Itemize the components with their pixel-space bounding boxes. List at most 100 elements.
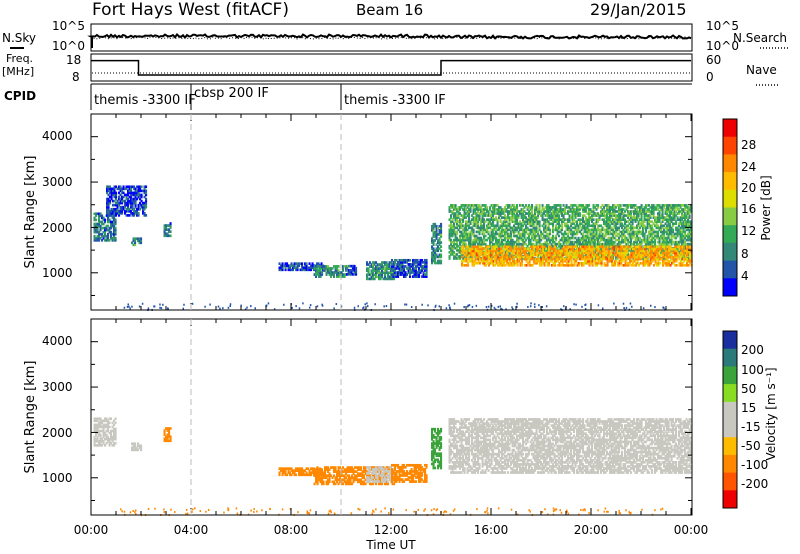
data-cell [432, 243, 435, 246]
data-cell [485, 257, 488, 261]
data-cell [559, 210, 562, 213]
data-cell [468, 208, 471, 211]
data-cell [134, 237, 137, 241]
data-cell [475, 212, 478, 215]
data-cell [450, 232, 453, 236]
data-cell [142, 209, 145, 213]
data-cell [450, 253, 453, 256]
data-cell [618, 208, 621, 211]
data-cell [575, 253, 578, 257]
data-cell [617, 253, 620, 257]
data-cell [424, 275, 427, 278]
data-cell [513, 245, 516, 249]
data-cell [592, 238, 595, 242]
data-cell [676, 230, 679, 234]
data-cell [128, 207, 131, 211]
data-cell [523, 240, 526, 244]
data-cell [601, 242, 604, 246]
data-cell [645, 257, 648, 261]
data-cell [583, 208, 586, 211]
data-cell [555, 259, 558, 263]
data-cell [687, 242, 690, 246]
data-cell [532, 224, 535, 228]
data-cell [571, 226, 574, 230]
data-cell [664, 216, 667, 219]
data-cell [540, 234, 543, 238]
data-cell [438, 239, 441, 242]
data-cell [607, 208, 610, 211]
data-cell [688, 224, 691, 228]
data-cell [400, 263, 403, 266]
data-cell [112, 214, 115, 217]
data-cell [484, 208, 487, 211]
data-cell [562, 220, 565, 224]
data-cell [688, 210, 691, 213]
data-cell [133, 185, 136, 189]
data-cell [139, 195, 142, 199]
data-cell [471, 249, 474, 253]
data-cell [432, 247, 435, 251]
data-cell [676, 234, 679, 238]
data-cell [558, 210, 561, 213]
data-cell [607, 238, 610, 242]
data-cell [497, 255, 500, 259]
data-cell [597, 255, 600, 259]
data-cell [644, 251, 647, 255]
data-cell [474, 218, 477, 221]
data-cell [353, 268, 356, 272]
data-cell [522, 247, 525, 251]
data-cell [661, 234, 664, 238]
data-cell [636, 206, 639, 209]
data-cell [462, 257, 465, 260]
data-cell [128, 185, 131, 189]
data-cell [591, 247, 594, 251]
data-cell [630, 238, 633, 242]
data-cell [513, 214, 516, 217]
data-cell [600, 228, 603, 232]
data-cell [636, 212, 639, 215]
data-cell [570, 253, 573, 257]
data-cell [522, 216, 525, 219]
data-cell [555, 206, 558, 209]
data-cell [553, 210, 556, 213]
data-cell [565, 204, 568, 207]
data-cell [604, 238, 607, 242]
data-cell [588, 208, 591, 211]
data-cell [579, 247, 582, 251]
data-cell [292, 266, 295, 270]
data-cell [526, 206, 529, 209]
data-cell [477, 220, 480, 224]
data-cell [600, 214, 603, 217]
data-cell [373, 273, 376, 277]
data-cell [482, 247, 485, 251]
data-cell [466, 214, 469, 217]
data-cell [513, 220, 516, 224]
data-cell [556, 210, 559, 213]
data-cell [570, 249, 573, 253]
data-cell [568, 220, 571, 224]
data-cell [622, 232, 625, 236]
data-cell [582, 206, 585, 209]
data-cell [552, 214, 555, 217]
data-cell [102, 218, 105, 222]
data-cell [510, 249, 513, 253]
data-cell [286, 264, 289, 268]
data-cell [465, 216, 468, 219]
data-cell [466, 220, 469, 224]
data-cell [561, 212, 564, 215]
data-cell [485, 263, 488, 267]
cpid-segment-2: cbsp 200 IF [194, 86, 269, 101]
data-cell [570, 255, 573, 259]
data-cell [646, 226, 649, 230]
data-cell [509, 263, 512, 267]
data-cell [520, 208, 523, 211]
data-cell [349, 268, 352, 272]
data-cell [576, 253, 579, 257]
data-cell [669, 228, 672, 232]
data-cell [621, 247, 624, 251]
data-cell [613, 230, 616, 234]
data-cell [522, 224, 525, 228]
data-cell [510, 216, 513, 219]
data-cell [580, 218, 583, 221]
data-cell [551, 247, 554, 251]
